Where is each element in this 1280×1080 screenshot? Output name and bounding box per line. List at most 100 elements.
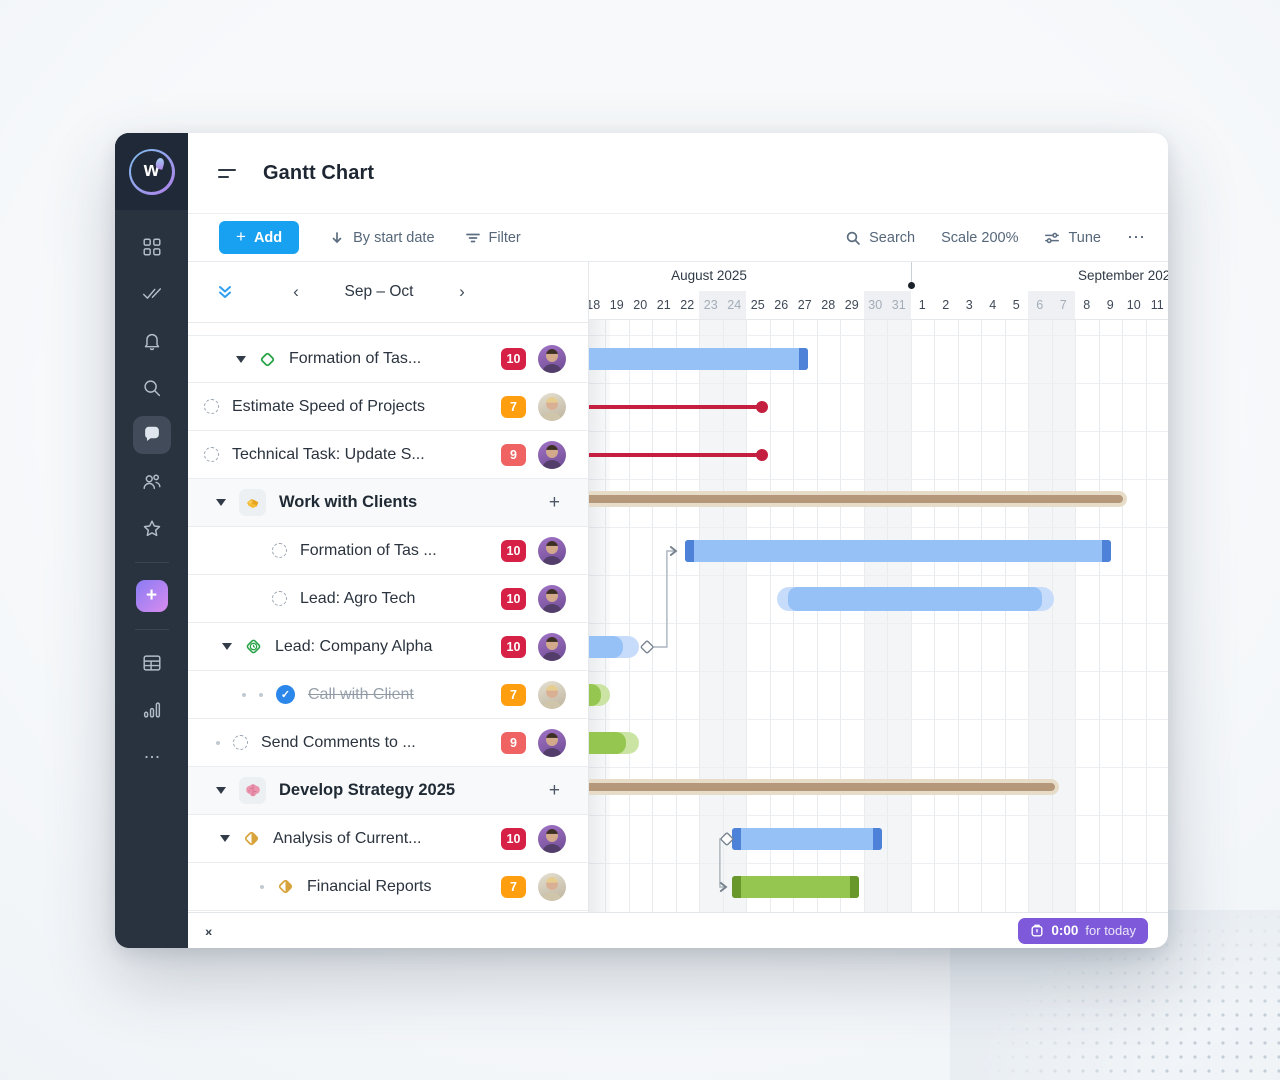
gantt-bar-green[interactable] — [731, 876, 859, 898]
search-button[interactable]: Search — [845, 230, 915, 246]
bar-cap-end — [849, 876, 859, 898]
sidebar-item-chat-icon[interactable] — [132, 416, 171, 454]
comments-count-badge: 9 — [501, 443, 526, 466]
priority-diamond-orange-icon — [244, 831, 259, 846]
task-row[interactable]: ✓ Call with Client 7 — [188, 671, 588, 719]
bar-layer — [589, 262, 1168, 912]
expand-all-icon[interactable] — [216, 283, 234, 301]
grid-line — [605, 320, 606, 912]
sidebar-item-people-icon[interactable] — [133, 463, 171, 501]
row-divider-line — [589, 671, 1168, 672]
sidebar-item-chart-bars-icon[interactable] — [133, 691, 171, 729]
task-row[interactable]: Technical Task: Update S... 9 — [188, 431, 588, 479]
comments-count-badge: 10 — [501, 348, 526, 370]
gantt-bar-green[interactable] — [589, 732, 627, 754]
done-check-icon[interactable]: ✓ — [276, 685, 295, 704]
sort-by-start-date[interactable]: By start date — [329, 230, 435, 246]
group-row[interactable]: Work with Clients + — [188, 479, 588, 527]
grid-line — [722, 320, 724, 912]
task-label: Estimate Speed of Projects — [232, 397, 425, 415]
grid-line — [887, 320, 888, 912]
bell-icon — [144, 333, 159, 351]
grid-line — [863, 320, 865, 912]
gantt-bar-blue[interactable] — [788, 587, 1043, 611]
gantt-bar-blue[interactable] — [684, 540, 1112, 562]
deadline-dot[interactable] — [756, 449, 769, 461]
grid-line — [910, 320, 912, 912]
add-plus-tile[interactable]: + — [135, 580, 168, 612]
gantt-bar-blue[interactable] — [589, 348, 809, 370]
grid-line — [840, 320, 841, 912]
day-header-cell: 2 — [942, 298, 950, 312]
day-header-cell: 8 — [1083, 298, 1091, 312]
sidebar-item-table-icon[interactable] — [133, 644, 171, 682]
status-dashed-circle-icon[interactable] — [204, 399, 219, 414]
task-row[interactable]: Formation of Tas... 10 — [188, 335, 588, 383]
status-dashed-circle-icon[interactable] — [204, 447, 219, 462]
timer-badge[interactable]: 0:00 for today — [1018, 917, 1148, 944]
status-dashed-circle-icon[interactable] — [272, 543, 287, 558]
tune-button[interactable]: Tune — [1044, 230, 1101, 246]
bar-cap-start — [684, 540, 694, 562]
range-prev-button[interactable]: ‹ — [293, 282, 299, 301]
grid-line — [1051, 320, 1053, 912]
sidebar-item-tasks-check-icon[interactable] — [133, 275, 171, 313]
task-row[interactable]: Formation of Tas ... 10 — [188, 527, 588, 575]
day-header-cell: 9 — [1106, 298, 1114, 312]
deadline-dot[interactable] — [755, 401, 768, 413]
gantt-bar-green[interactable] — [589, 684, 602, 706]
day-header-cell: 23 — [699, 291, 723, 319]
day-header-cell: 22 — [680, 298, 695, 312]
row-divider-line — [589, 527, 1168, 528]
task-row[interactable]: Lead: Company Alpha 10 — [188, 623, 588, 671]
sidebar-item-bell-icon[interactable] — [133, 322, 171, 360]
filter-button[interactable]: Filter — [465, 230, 521, 246]
status-dashed-circle-icon[interactable] — [272, 591, 287, 606]
collapse-panel-icon[interactable]: ›‹ — [205, 922, 212, 939]
caret-down-icon[interactable] — [216, 499, 226, 506]
group-add-task-button[interactable]: + — [548, 491, 560, 513]
caret-down-icon[interactable] — [236, 355, 246, 363]
deadline-line[interactable] — [589, 453, 759, 457]
group-row[interactable]: Develop Strategy 2025 + — [188, 767, 588, 815]
caret-down-icon[interactable] — [220, 835, 230, 842]
menu-icon[interactable] — [218, 168, 238, 178]
grid-line — [675, 320, 677, 912]
sidebar-item-search-icon[interactable] — [133, 369, 171, 407]
group-summary-bar[interactable] — [589, 491, 1127, 507]
task-row[interactable]: Send Comments to ... 9 — [188, 719, 588, 767]
month-separator — [910, 262, 912, 285]
row-divider-line — [589, 431, 1168, 432]
caret-down-icon[interactable] — [216, 787, 226, 794]
task-row[interactable]: Estimate Speed of Projects 7 — [188, 383, 588, 431]
app-sidebar: w + — [115, 133, 188, 948]
task-row[interactable]: Analysis of Current... 10 — [188, 815, 588, 863]
group-add-task-button[interactable]: + — [548, 779, 560, 801]
caret-down-icon[interactable] — [222, 643, 232, 650]
sidebar-item-apps-icon[interactable] — [133, 228, 171, 266]
task-rows: Formation of Tas... 10 Estimate Speed of P… — [188, 335, 588, 911]
search-icon — [846, 231, 860, 245]
gantt-bar-blue[interactable] — [589, 636, 623, 658]
task-row[interactable]: Financial Reports 7 — [188, 863, 588, 911]
task-label: Formation of Tas... — [289, 350, 422, 367]
app-logo[interactable]: w — [128, 148, 175, 195]
status-dashed-circle-icon[interactable] — [233, 735, 248, 750]
deadline-line[interactable] — [589, 405, 758, 409]
scale-control[interactable]: Scale 200% — [941, 229, 1019, 246]
assignee-avatar — [538, 632, 566, 661]
task-row[interactable]: Lead: Agro Tech 10 — [188, 575, 588, 623]
title-bar: Gantt Chart — [188, 133, 1168, 213]
grid-line — [652, 320, 653, 912]
range-next-button[interactable]: › — [459, 282, 465, 301]
sidebar-item-star-icon[interactable] — [133, 510, 171, 548]
add-button[interactable]: + Add — [219, 221, 300, 254]
gantt-bar-blue[interactable] — [731, 828, 883, 850]
assignee-avatar — [538, 680, 566, 709]
more-options-button[interactable]: ⋯ — [1127, 227, 1146, 247]
day-header-cell: 3 — [965, 298, 973, 312]
sidebar-item-more-dots-icon[interactable] — [133, 738, 171, 776]
group-summary-bar[interactable] — [589, 779, 1059, 795]
grid-line — [1098, 320, 1100, 912]
search-icon — [143, 380, 160, 397]
